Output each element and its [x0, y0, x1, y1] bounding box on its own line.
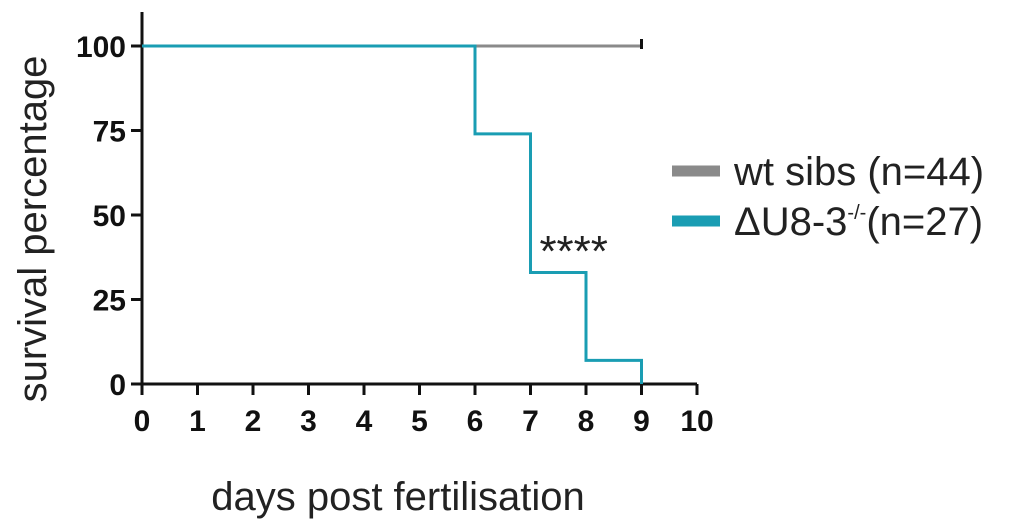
legend-label-mutant: ΔU8-3-/-(n=27) [734, 200, 983, 244]
y-tick-label-75: 75 [93, 116, 126, 149]
x-ticks: 0 1 2 3 4 5 6 7 8 9 10 [134, 384, 714, 438]
y-tick-label-100: 100 [76, 31, 126, 64]
legend-label-mutant-sup: -/- [847, 202, 866, 224]
y-axis-label: survival percentage [11, 56, 55, 403]
legend-label-wt: wt sibs (n=44) [733, 150, 984, 194]
y-tick-label-0: 0 [109, 369, 126, 402]
x-tick-label-10: 10 [680, 405, 713, 438]
legend-label-mutant-rest: (n=27) [866, 200, 983, 244]
x-tick-label-1: 1 [189, 405, 206, 438]
series-layer [142, 39, 643, 384]
y-ticks: 0 25 50 75 100 [76, 31, 142, 402]
x-tick-label-9: 9 [633, 405, 650, 438]
x-axis-label: days post fertilisation [211, 475, 585, 519]
series-line-1 [142, 44, 643, 384]
axes: 0 1 2 3 4 5 6 7 8 9 10 0 25 50 75 100 [76, 12, 714, 438]
y-tick-label-50: 50 [93, 200, 126, 233]
y-tick-label-25: 25 [93, 285, 126, 318]
legend-label-mutant-base: ΔU8-3 [734, 200, 847, 244]
legend: wt sibs (n=44) ΔU8-3-/-(n=27) [672, 150, 984, 244]
x-tick-label-8: 8 [578, 405, 595, 438]
x-tick-label-6: 6 [467, 405, 484, 438]
x-tick-label-2: 2 [245, 405, 262, 438]
x-tick-label-4: 4 [356, 405, 373, 438]
x-tick-label-5: 5 [411, 405, 428, 438]
x-tick-label-7: 7 [522, 405, 539, 438]
x-tick-label-3: 3 [300, 405, 317, 438]
x-tick-label-0: 0 [134, 405, 151, 438]
significance-annotation: **** [539, 227, 608, 276]
